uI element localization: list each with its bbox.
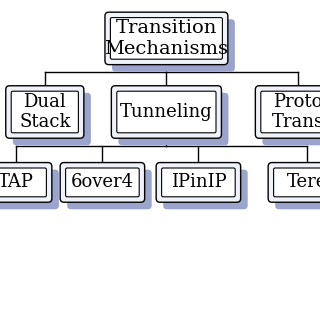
FancyBboxPatch shape bbox=[156, 163, 241, 202]
FancyBboxPatch shape bbox=[162, 168, 235, 197]
FancyBboxPatch shape bbox=[112, 19, 235, 72]
FancyBboxPatch shape bbox=[105, 12, 228, 65]
Text: 6over4: 6over4 bbox=[71, 173, 134, 191]
FancyBboxPatch shape bbox=[275, 170, 320, 209]
FancyBboxPatch shape bbox=[255, 86, 320, 138]
FancyBboxPatch shape bbox=[67, 170, 152, 209]
FancyBboxPatch shape bbox=[66, 168, 139, 197]
Text: Transition
Mechanisms: Transition Mechanisms bbox=[104, 19, 228, 58]
FancyBboxPatch shape bbox=[0, 168, 46, 197]
FancyBboxPatch shape bbox=[268, 163, 320, 202]
FancyBboxPatch shape bbox=[0, 170, 59, 209]
FancyBboxPatch shape bbox=[163, 170, 248, 209]
FancyBboxPatch shape bbox=[110, 18, 222, 59]
FancyBboxPatch shape bbox=[11, 91, 78, 133]
FancyBboxPatch shape bbox=[6, 86, 84, 138]
FancyBboxPatch shape bbox=[13, 93, 91, 145]
FancyBboxPatch shape bbox=[262, 93, 320, 145]
Text: Dual
Stack: Dual Stack bbox=[19, 92, 70, 132]
FancyBboxPatch shape bbox=[261, 91, 320, 133]
FancyBboxPatch shape bbox=[111, 86, 221, 138]
FancyBboxPatch shape bbox=[0, 163, 52, 202]
Text: Tunneling: Tunneling bbox=[120, 103, 213, 121]
FancyBboxPatch shape bbox=[274, 168, 320, 197]
Text: IPinIP: IPinIP bbox=[171, 173, 226, 191]
FancyBboxPatch shape bbox=[118, 93, 228, 145]
FancyBboxPatch shape bbox=[117, 91, 216, 133]
Text: Tere: Tere bbox=[287, 173, 320, 191]
Text: Proto
Trans: Proto Trans bbox=[272, 92, 320, 132]
Text: TAP: TAP bbox=[0, 173, 34, 191]
FancyBboxPatch shape bbox=[60, 163, 145, 202]
